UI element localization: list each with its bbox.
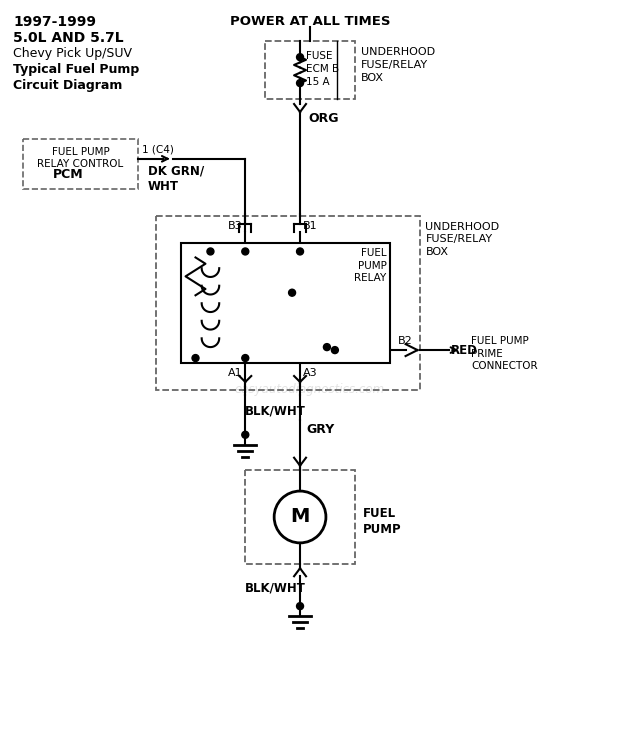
Text: GRY: GRY [306,423,334,436]
Text: B2: B2 [397,336,412,346]
Bar [23,139,138,189]
Text: 5.0L AND 5.7L: 5.0L AND 5.7L [14,32,124,45]
Circle shape [242,248,249,255]
Text: Circuit Diagram: Circuit Diagram [14,79,123,92]
Text: A1: A1 [227,368,242,378]
Text: M: M [290,508,310,526]
Circle shape [331,346,339,353]
Circle shape [297,603,303,610]
Bar [265,41,355,99]
Circle shape [297,80,303,86]
Text: BLK/WHT: BLK/WHT [245,405,306,418]
Text: Typical Fuel Pump: Typical Fuel Pump [14,63,140,76]
Text: B3: B3 [227,220,242,230]
Text: easyautodiagnostics.com: easyautodiagnostics.com [235,383,385,397]
Circle shape [242,355,249,362]
Text: FUEL
PUMP: FUEL PUMP [363,507,401,536]
Text: RED: RED [451,344,478,356]
Circle shape [297,248,303,255]
Text: UNDERHOOD
FUSE/RELAY
BOX: UNDERHOOD FUSE/RELAY BOX [425,221,499,257]
Text: 1 (C4): 1 (C4) [142,145,174,154]
Text: Chevy Pick Up/SUV: Chevy Pick Up/SUV [14,47,132,60]
Text: FUEL
PUMP
RELAY: FUEL PUMP RELAY [354,248,387,284]
Text: POWER AT ALL TIMES: POWER AT ALL TIMES [230,15,390,28]
Text: FUEL PUMP
PRIME
CONNECTOR: FUEL PUMP PRIME CONNECTOR [472,336,538,371]
Bar [156,215,420,390]
Circle shape [289,290,295,296]
Text: DK GRN/
WHT: DK GRN/ WHT [148,165,204,193]
Bar [180,244,389,363]
Text: UNDERHOOD
FUSE/RELAY
BOX: UNDERHOOD FUSE/RELAY BOX [361,47,435,82]
Text: FUSE
ECM B
15 A: FUSE ECM B 15 A [306,51,339,87]
Text: PCM: PCM [53,168,84,181]
Text: A3: A3 [303,368,318,378]
Circle shape [192,355,199,362]
Circle shape [242,431,249,438]
Text: BLK/WHT: BLK/WHT [245,581,306,594]
Text: ORG: ORG [308,112,339,125]
Text: B1: B1 [303,220,318,230]
Circle shape [207,248,214,255]
Circle shape [297,54,303,61]
Circle shape [323,344,331,350]
Bar [245,470,355,564]
Text: 1997-1999: 1997-1999 [14,15,96,29]
Text: FUEL PUMP
RELAY CONTROL: FUEL PUMP RELAY CONTROL [38,147,124,170]
